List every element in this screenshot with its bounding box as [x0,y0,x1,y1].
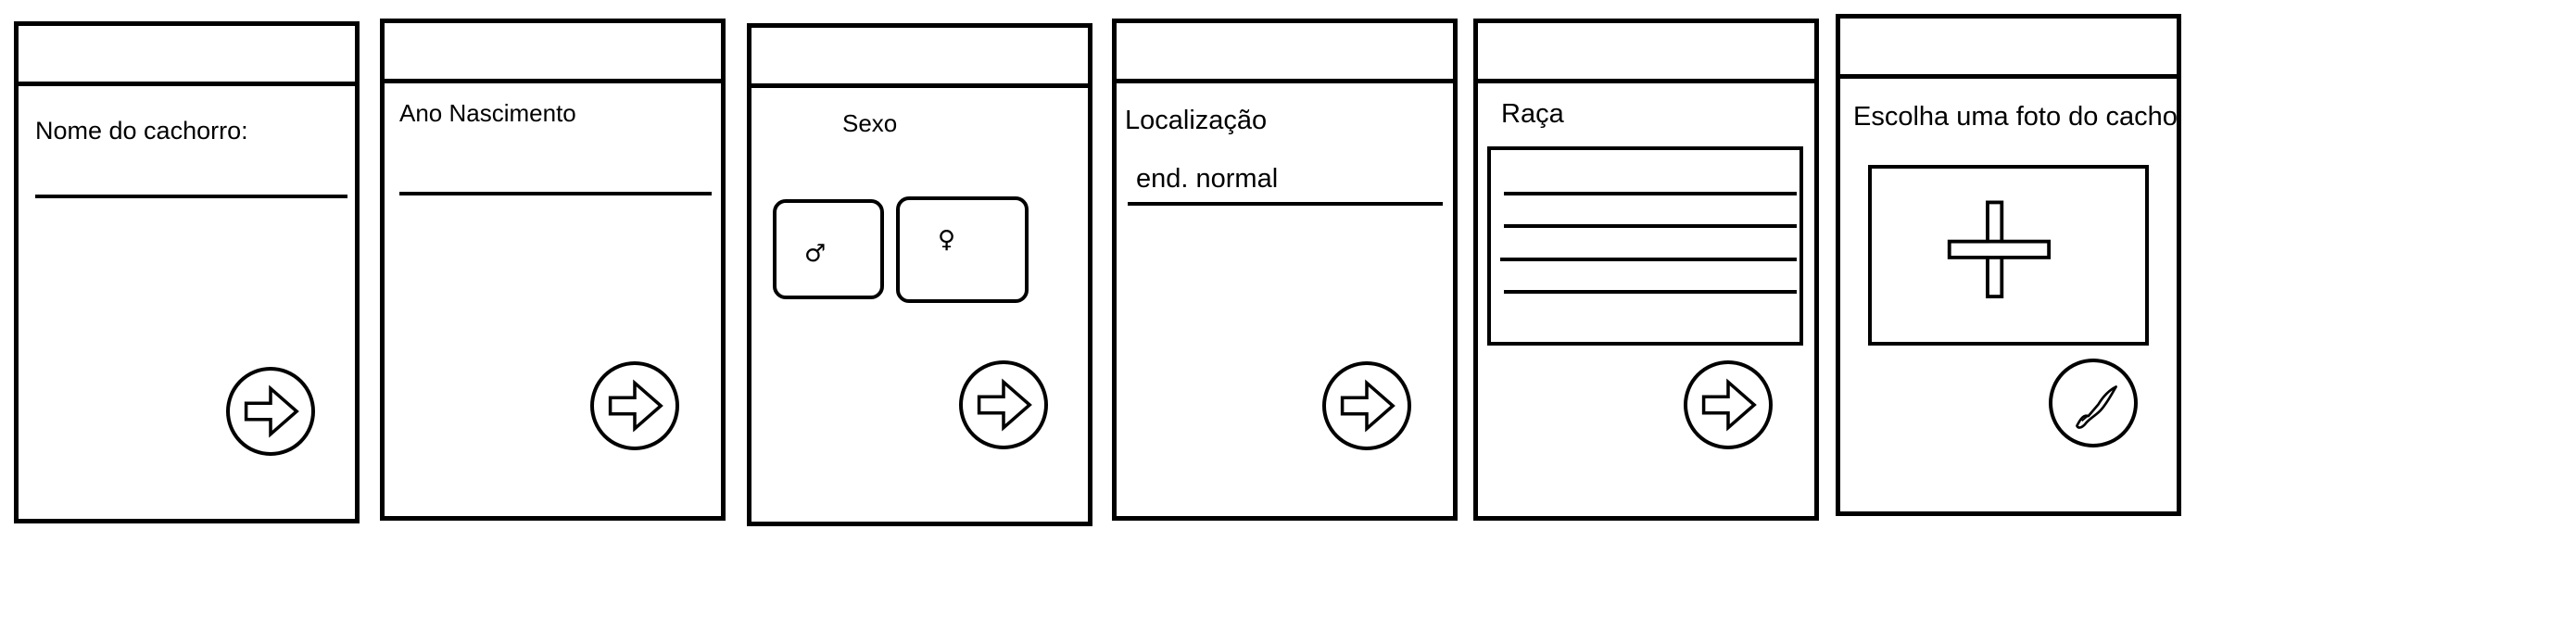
list-item[interactable] [1504,290,1797,294]
screen-header [1478,23,1814,83]
breed-list[interactable] [1487,146,1803,346]
arrow-right-icon [244,384,299,438]
next-button[interactable] [1684,360,1773,449]
dog-name-input[interactable] [35,195,347,198]
screen-header [751,28,1088,88]
arrow-right-icon [608,379,663,433]
screen-photo: Escolha uma foto do cacho [1836,14,2181,516]
check-icon [2076,385,2117,429]
location-input-value[interactable]: end. normal [1136,164,1279,194]
screen-header [1117,23,1453,83]
sex-label: Sexo [842,109,898,137]
breed-label: Raça [1501,99,1564,129]
screen-birth-year: Ano Nascimento [380,19,726,521]
screen-header [385,23,721,83]
arrow-right-icon [1701,378,1757,432]
arrow-right-icon [977,378,1032,432]
add-photo-box[interactable] [1868,165,2149,346]
next-button[interactable] [226,367,315,456]
list-item[interactable] [1500,258,1797,261]
next-button[interactable] [959,360,1048,449]
birth-year-label: Ano Nascimento [399,99,576,127]
plus-icon [1947,200,2052,299]
next-button[interactable] [590,361,679,450]
male-icon: ♂ [804,240,827,268]
location-input[interactable] [1128,202,1443,206]
dog-name-label: Nome do cachorro: [35,117,248,145]
list-item[interactable] [1504,192,1797,195]
list-item[interactable] [1504,224,1797,228]
screen-sex: Sexo ♂ ♀ [747,23,1092,526]
screen-dog-name: Nome do cachorro: [14,21,360,523]
screen-location: Localização end. normal [1112,19,1458,521]
screen-breed: Raça [1473,19,1819,521]
screen-header [1840,19,2177,79]
birth-year-input[interactable] [399,192,712,195]
location-label: Localização [1125,106,1268,135]
photo-label: Escolha uma foto do cacho [1853,102,2178,132]
arrow-right-icon [1340,379,1395,433]
next-button[interactable] [1322,361,1411,450]
screen-header [19,26,355,86]
confirm-button[interactable] [2049,359,2138,447]
male-button[interactable]: ♂ [773,199,884,299]
female-button[interactable]: ♀ [896,196,1029,303]
female-icon: ♀ [938,226,956,254]
